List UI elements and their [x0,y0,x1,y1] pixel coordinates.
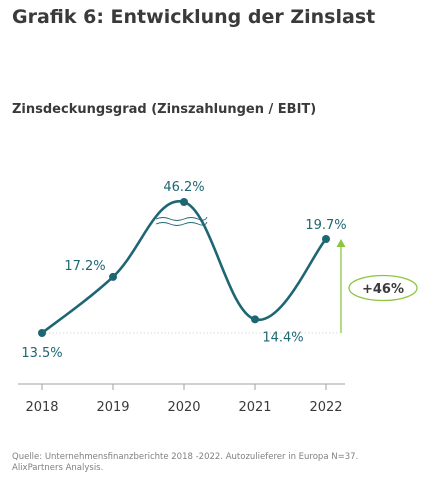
chart-subtitle: Zinsdeckungsgrad (Zinszahlungen / EBIT) [12,102,317,117]
data-label-2022: 19.7% [305,218,346,233]
data-label-2020: 46.2% [163,180,204,195]
data-point-2019 [109,272,117,281]
data-label-2021: 14.4% [262,330,303,345]
data-label-2018: 13.5% [21,346,62,361]
data-point-2018 [38,329,46,337]
source-note: Quelle: Unternehmensfinanzberichte 2018 … [12,452,358,474]
data-point-2022 [322,235,330,243]
chart-title: Grafik 6: Entwicklung der Zinslast [12,6,376,28]
x-tick-label-2021: 2021 [238,400,271,415]
data-point-2020 [180,198,188,206]
x-ticks [41,384,327,390]
data-points [38,198,330,337]
x-tick-label-2020: 2020 [167,400,200,415]
data-point-2021 [251,315,259,324]
change-badge-outline [348,274,418,302]
line-chart: 2018 2019 2020 2021 2022 13.5% 17.2% 46.2% 14.4… [18,180,418,415]
change-annotation: +46% [336,239,418,333]
data-label-2019: 17.2% [64,259,105,274]
x-tick-labels: 2018 2019 2020 2021 2022 [25,400,342,415]
change-arrow-head [336,239,346,247]
change-badge-label: +46% [362,282,404,297]
data-labels: 13.5% 17.2% 46.2% 14.4% 19.7% [21,180,346,361]
source-line-2: AlixPartners Analysis. [12,463,104,473]
x-tick-label-2019: 2019 [96,400,129,415]
axis-break-marker [155,216,208,226]
axis-break-wave-bottom [155,221,208,226]
axis-break-wave-top [155,216,208,221]
x-tick-label-2022: 2022 [309,400,342,415]
source-line-1: Quelle: Unternehmensfinanzberichte 2018 … [12,452,359,462]
x-tick-label-2018: 2018 [25,400,58,415]
